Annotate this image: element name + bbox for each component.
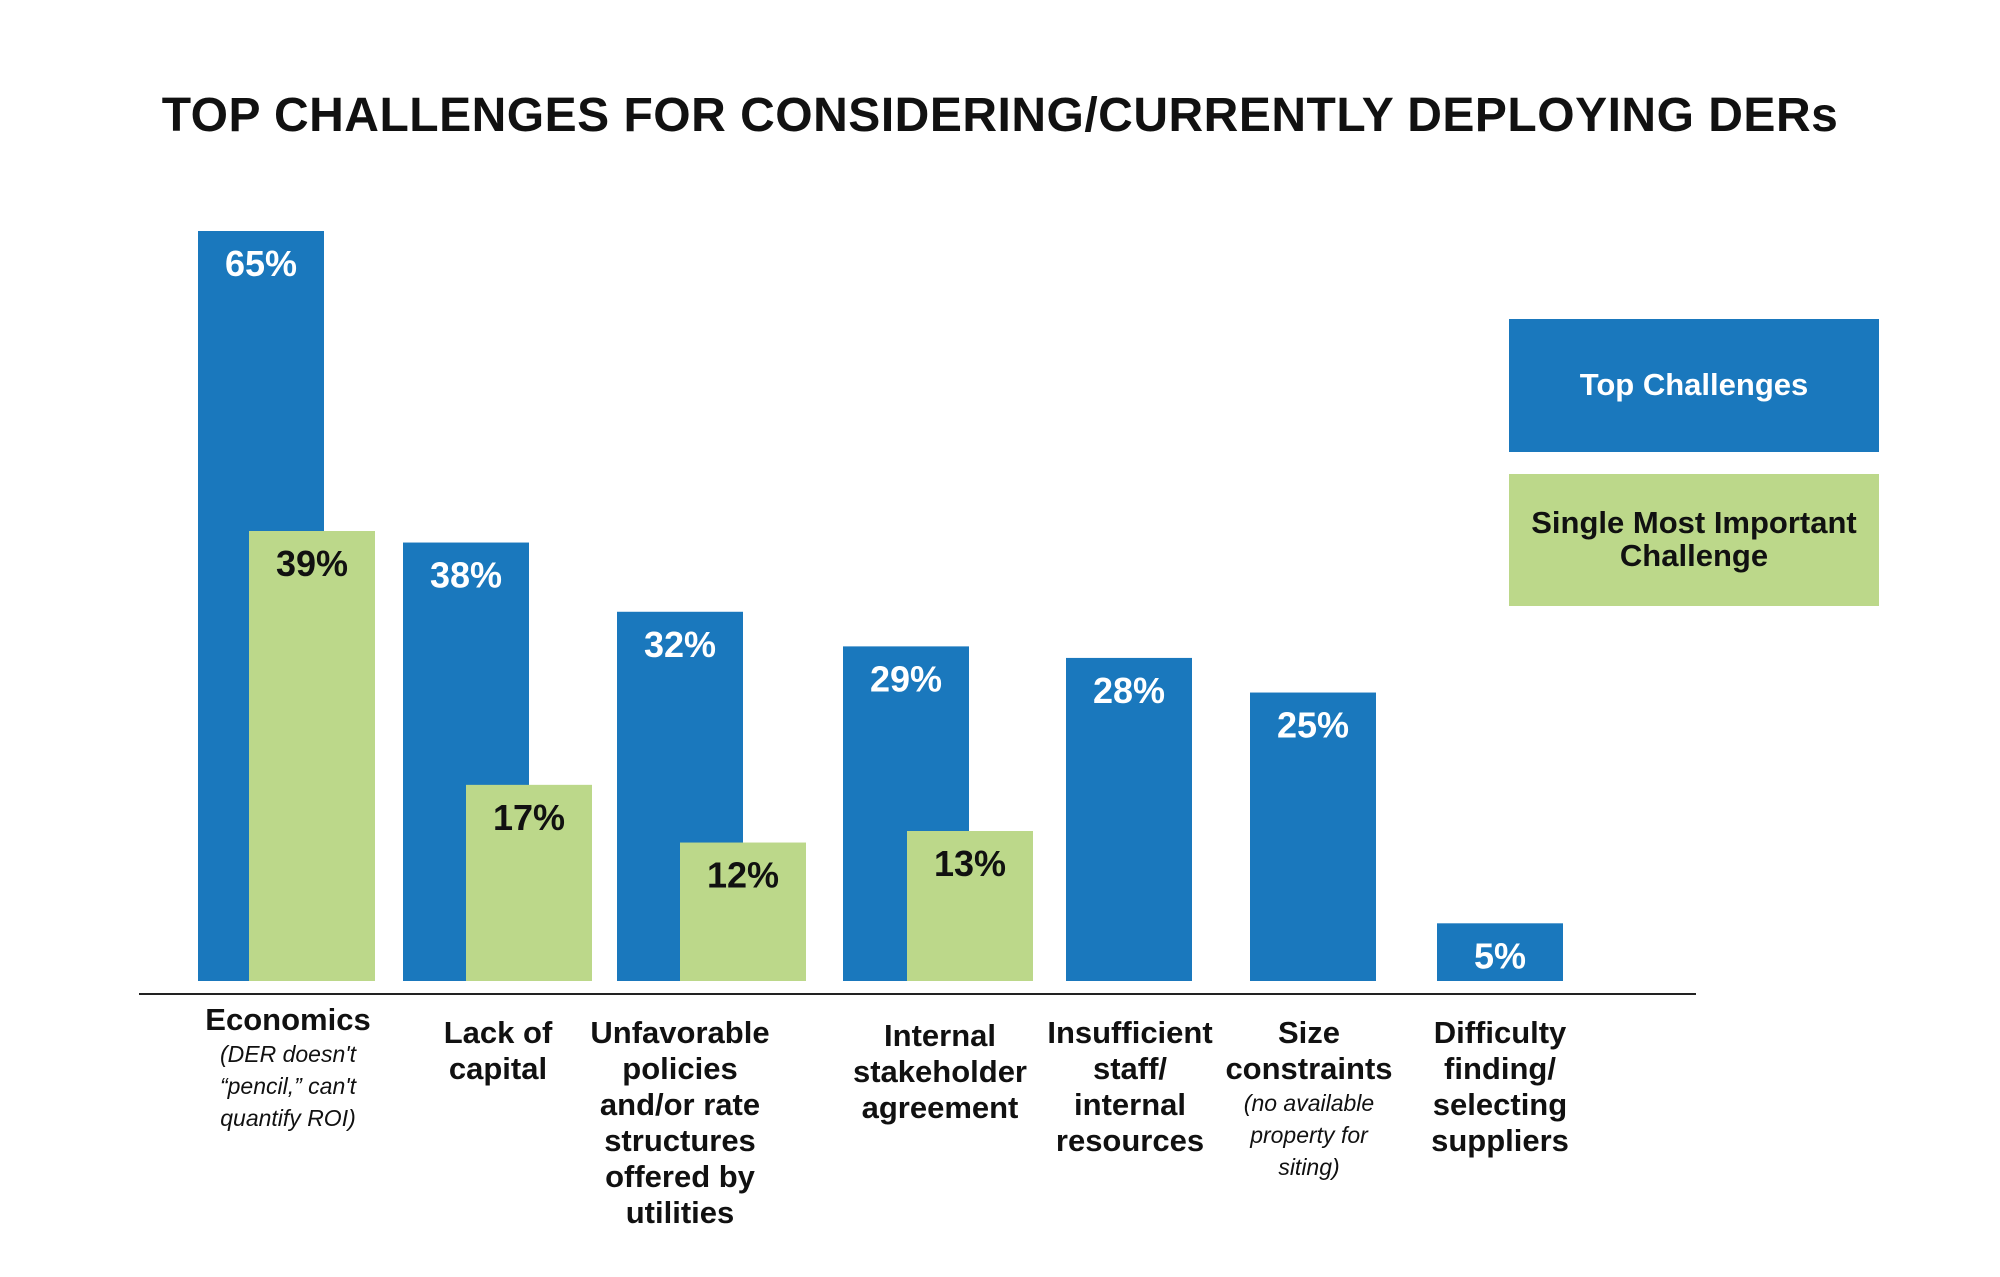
category-label-4: Insufficient staff/ internal resources	[1030, 1015, 1230, 1159]
data-label-top-challenges-3: 29%	[870, 658, 942, 699]
category-label-main: Lack of capital	[443, 1015, 553, 1086]
data-label-top-challenges-1: 38%	[430, 555, 502, 596]
legend-top-challenges: Top Challenges	[1509, 319, 1879, 452]
data-label-top-challenges-0: 65%	[225, 243, 297, 284]
bar-single-most-important-1	[466, 784, 592, 981]
category-label-main: Internal stakeholder agreement	[852, 1018, 1027, 1125]
data-label-top-challenges-2: 32%	[644, 624, 716, 665]
bar-top-challenges-4	[1066, 657, 1192, 981]
category-label-5: Size constraints (no available property f…	[1214, 1015, 1404, 1183]
bar-top-challenges-6	[1437, 923, 1563, 981]
bar-single-most-important-2	[680, 842, 806, 981]
category-label-6: Difficulty finding/ selecting suppliers	[1400, 1015, 1600, 1159]
bar-top-challenges-5	[1250, 692, 1376, 981]
legend-single-most-important-label: Single Most Important Challenge	[1531, 505, 1857, 573]
data-label-single-most-important-3: 13%	[934, 843, 1006, 884]
category-label-1: Lack of capital	[428, 1015, 568, 1087]
category-label-0: Economics (DER doesn't “pencil,” can't qu…	[178, 1002, 398, 1134]
category-label-note: (no available property for siting)	[1243, 1090, 1375, 1180]
category-label-main: Difficulty finding/ selecting suppliers	[1431, 1015, 1569, 1158]
data-label-top-challenges-4: 28%	[1093, 670, 1165, 711]
category-label-2: Unfavorable policies and/or rate structu…	[575, 1015, 785, 1231]
legend-top-challenges-label: Top Challenges	[1579, 367, 1809, 403]
legend-single-most-important: Single Most Important Challenge	[1509, 474, 1879, 606]
category-label-main: Economics	[205, 1002, 371, 1037]
data-label-single-most-important-0: 39%	[276, 543, 348, 584]
category-label-main: Unfavorable policies and/or rate structu…	[590, 1015, 770, 1230]
category-label-main: Insufficient staff/ internal resources	[1047, 1015, 1213, 1158]
category-label-main: Size constraints	[1225, 1015, 1393, 1086]
data-label-top-challenges-5: 25%	[1277, 705, 1349, 746]
category-label-note: (DER doesn't “pencil,” can't quantify RO…	[219, 1041, 357, 1131]
chart-title: TOP CHALLENGES FOR CONSIDERING/CURRENTLY…	[161, 89, 1839, 142]
category-label-3: Internal stakeholder agreement	[840, 1018, 1040, 1126]
data-label-top-challenges-6: 5%	[1474, 935, 1526, 976]
data-label-single-most-important-1: 17%	[493, 797, 565, 838]
bar-single-most-important-3	[907, 831, 1033, 981]
bar-single-most-important-0	[249, 531, 375, 981]
data-label-single-most-important-2: 12%	[707, 855, 779, 896]
